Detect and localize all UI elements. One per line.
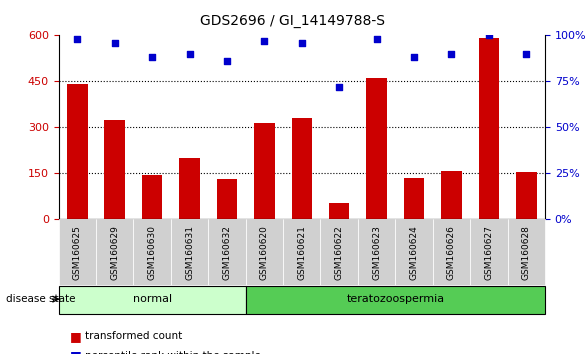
Bar <box>441 171 462 219</box>
FancyBboxPatch shape <box>283 219 321 285</box>
FancyBboxPatch shape <box>96 219 134 285</box>
Bar <box>516 172 537 219</box>
FancyBboxPatch shape <box>171 219 208 285</box>
Bar <box>291 118 312 219</box>
Bar <box>179 158 200 219</box>
Point <box>185 51 194 57</box>
Bar <box>329 202 349 219</box>
Point <box>260 38 269 44</box>
Bar <box>67 85 87 219</box>
FancyBboxPatch shape <box>246 219 283 285</box>
FancyBboxPatch shape <box>470 219 507 285</box>
Text: GSM160620: GSM160620 <box>260 225 269 280</box>
Text: GSM160629: GSM160629 <box>110 225 119 280</box>
Text: normal: normal <box>132 295 172 304</box>
Point <box>110 40 120 46</box>
FancyBboxPatch shape <box>59 286 246 314</box>
Text: GSM160621: GSM160621 <box>297 225 306 280</box>
Text: ■: ■ <box>70 330 82 343</box>
FancyBboxPatch shape <box>208 219 246 285</box>
FancyBboxPatch shape <box>432 219 470 285</box>
Point <box>148 55 157 60</box>
Text: GSM160623: GSM160623 <box>372 225 381 280</box>
Point <box>297 40 306 46</box>
Text: GSM160626: GSM160626 <box>447 225 456 280</box>
Text: disease state: disease state <box>6 294 76 304</box>
Text: GSM160625: GSM160625 <box>73 225 82 280</box>
Bar <box>104 120 125 219</box>
FancyBboxPatch shape <box>59 219 96 285</box>
Text: GSM160632: GSM160632 <box>223 225 231 280</box>
Bar <box>254 123 275 219</box>
FancyBboxPatch shape <box>358 219 396 285</box>
Bar <box>142 175 162 219</box>
Bar <box>404 178 424 219</box>
Point <box>410 55 419 60</box>
FancyBboxPatch shape <box>134 219 171 285</box>
Point <box>335 84 344 90</box>
Bar <box>217 179 237 219</box>
Text: transformed count: transformed count <box>85 331 182 341</box>
Text: GSM160628: GSM160628 <box>522 225 531 280</box>
Text: GSM160622: GSM160622 <box>335 225 344 280</box>
Point <box>372 36 381 42</box>
FancyBboxPatch shape <box>507 219 545 285</box>
Text: GSM160624: GSM160624 <box>410 225 418 280</box>
Point <box>522 51 531 57</box>
Text: GSM160627: GSM160627 <box>485 225 493 280</box>
Text: ■: ■ <box>70 349 82 354</box>
Text: GDS2696 / GI_14149788-S: GDS2696 / GI_14149788-S <box>200 14 386 28</box>
FancyBboxPatch shape <box>246 286 545 314</box>
Text: GSM160630: GSM160630 <box>148 225 156 280</box>
Point <box>447 51 456 57</box>
FancyBboxPatch shape <box>321 219 358 285</box>
FancyBboxPatch shape <box>396 219 432 285</box>
Bar <box>479 39 499 219</box>
Text: percentile rank within the sample: percentile rank within the sample <box>85 351 261 354</box>
Point <box>222 58 231 64</box>
Bar <box>366 78 387 219</box>
Point <box>484 33 493 38</box>
Text: teratozoospermia: teratozoospermia <box>346 295 444 304</box>
Text: GSM160631: GSM160631 <box>185 225 194 280</box>
Point <box>73 36 82 42</box>
